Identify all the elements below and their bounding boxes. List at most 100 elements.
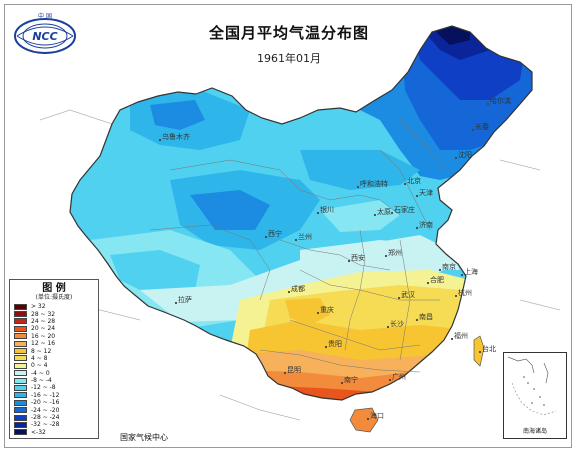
legend-item: -20 ~ -16 — [14, 399, 94, 406]
city-marker: 上海 — [460, 267, 478, 277]
legend-item: 16 ~ 20 — [14, 333, 94, 340]
inset-map — [507, 356, 557, 416]
legend-item: 0 ~ 4 — [14, 362, 94, 369]
inset-label: 南海诸岛 — [522, 428, 547, 435]
city-dot — [450, 337, 454, 341]
city-marker: 南昌 — [415, 312, 433, 322]
city-name: 台北 — [482, 344, 496, 353]
legend-item: 20 ~ 24 — [14, 325, 94, 332]
city-dot — [388, 378, 392, 382]
city-marker: 乌鲁木齐 — [158, 132, 190, 142]
legend-swatch — [14, 407, 27, 414]
legend-item: -8 ~ -4 — [14, 377, 94, 384]
south-china-sea-inset: 南海诸岛 — [503, 352, 567, 439]
city-marker: 呼和浩特 — [356, 179, 388, 189]
legend-item: 8 ~ 12 — [14, 347, 94, 355]
city-dot — [403, 182, 407, 186]
city-name: 郑州 — [388, 249, 402, 257]
city-name: 乌鲁木齐 — [162, 132, 190, 141]
credit-text: 国家气候中心 — [120, 433, 168, 442]
city-name: 兰州 — [298, 232, 312, 241]
city-dot — [471, 128, 475, 132]
legend-label: 28 ~ 32 — [31, 310, 56, 318]
city-marker: 南宁 — [340, 375, 358, 385]
city-dot — [324, 345, 328, 349]
city-name: 海口 — [370, 411, 384, 420]
legend-item: 24 ~ 28 — [14, 318, 94, 325]
city-dot — [454, 156, 458, 160]
city-marker: 北京 — [403, 176, 421, 186]
city-name: 昆明 — [287, 366, 301, 374]
city-marker: 哈尔滨 — [486, 96, 511, 106]
legend-item: > 32 — [14, 303, 94, 310]
city-dot — [386, 325, 390, 329]
legend-swatch — [14, 392, 27, 399]
city-name: 长春 — [475, 122, 489, 131]
city-marker: 广州 — [388, 372, 406, 382]
city-dot — [174, 301, 178, 305]
legend-label: -28 ~ -24 — [31, 414, 60, 422]
city-marker: 长沙 — [386, 319, 404, 329]
city-dot — [373, 213, 377, 217]
province-borders — [149, 119, 446, 373]
city-dot — [486, 102, 490, 106]
legend-item: -28 ~ -24 — [14, 414, 94, 421]
city-name: 合肥 — [430, 275, 444, 284]
city-marker: 重庆 — [316, 305, 334, 315]
city-marker: 沈阳 — [454, 150, 472, 160]
legend-swatch — [14, 429, 27, 436]
legend-label: 4 ~ 8 — [31, 354, 48, 362]
city-name: 重庆 — [320, 305, 334, 314]
legend-swatch — [14, 318, 27, 325]
city-dot — [347, 259, 351, 263]
legend-label: -16 ~ -12 — [31, 391, 60, 399]
city-name: 拉萨 — [178, 295, 192, 304]
legend-label: 24 ~ 28 — [31, 317, 56, 325]
city-name: 杭州 — [458, 288, 472, 297]
map-title: 全国月平均气温分布图 — [208, 24, 369, 42]
legend-label: <-32 — [31, 428, 46, 436]
city-marker: 郑州 — [384, 249, 402, 258]
legend-title: 图 例 — [42, 283, 66, 294]
city-dot — [397, 296, 401, 300]
city-name: 北京 — [407, 176, 421, 185]
legend-label: -8 ~ -4 — [31, 377, 52, 385]
city-marker: 兰州 — [294, 232, 312, 242]
city-marker: 武汉 — [397, 290, 415, 300]
city-name: 上海 — [464, 267, 478, 276]
city-dot — [294, 238, 298, 242]
city-dot — [158, 138, 162, 142]
city-dot — [340, 381, 344, 385]
city-name: 银川 — [320, 205, 334, 214]
city-name: 沈阳 — [458, 150, 472, 159]
legend-item: 4 ~ 8 — [14, 355, 94, 362]
ncc-logo: NCC 中 国 — [14, 12, 76, 54]
legend-item: -12 ~ -8 — [14, 384, 94, 391]
city-marker: 台北 — [478, 344, 496, 354]
city-name: 呼和浩特 — [360, 179, 388, 188]
city-dot — [356, 185, 360, 189]
legend-label: -24 ~ -20 — [31, 406, 60, 414]
city-dot — [283, 371, 287, 375]
city-marker: 南京 — [438, 262, 456, 272]
legend-swatch — [14, 303, 27, 310]
legend-unit: (单位:摄氏度) — [35, 294, 73, 301]
city-dot — [415, 226, 419, 230]
city-dot — [454, 294, 458, 298]
city-name: 南京 — [442, 262, 456, 271]
city-dot — [415, 194, 419, 198]
legend-item: <-32 — [14, 429, 94, 436]
city-marker: 银川 — [316, 205, 334, 215]
legend-swatch — [14, 399, 27, 406]
legend-label: 12 ~ 16 — [31, 340, 56, 348]
city-dot — [287, 290, 291, 294]
city-name: 贵阳 — [328, 339, 342, 348]
legend-label: -32 ~ -28 — [31, 421, 60, 429]
city-dot — [438, 268, 442, 272]
legend-label: -12 ~ -8 — [31, 384, 56, 392]
city-marker: 拉萨 — [174, 295, 192, 305]
city-name: 天津 — [419, 189, 433, 197]
legend-swatch — [14, 325, 27, 332]
